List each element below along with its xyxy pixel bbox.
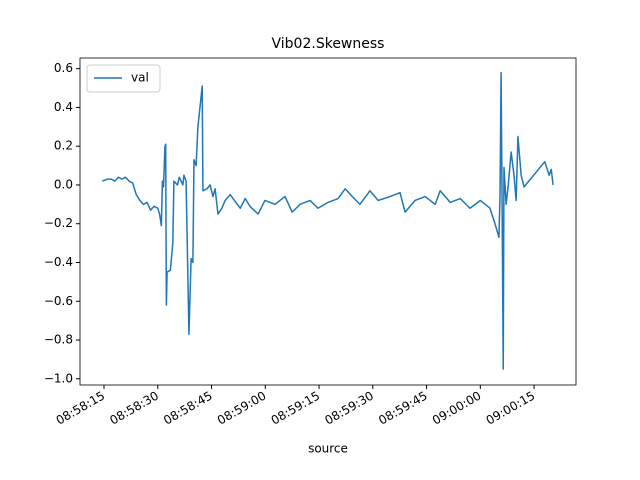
x-tick-label: 08:59:15 bbox=[269, 389, 323, 428]
x-axis-label: source bbox=[308, 442, 348, 456]
x-tick-label: 09:00:15 bbox=[484, 389, 538, 428]
chart-title: Vib02.Skewness bbox=[272, 36, 385, 52]
y-tick-label: −0.2 bbox=[44, 216, 73, 230]
y-tick-label: 0.6 bbox=[54, 61, 73, 75]
x-tick-label: 08:58:15 bbox=[54, 389, 108, 428]
legend-box bbox=[86, 64, 161, 93]
y-tick-label: 0.4 bbox=[54, 100, 73, 114]
x-tick-label: 08:58:30 bbox=[107, 389, 161, 428]
y-tick-label: 0.0 bbox=[54, 177, 73, 191]
x-tick-label: 08:59:00 bbox=[215, 389, 269, 428]
legend-label: val bbox=[131, 71, 149, 85]
y-tick-label: −0.6 bbox=[44, 294, 73, 308]
y-tick-label: 0.2 bbox=[54, 139, 73, 153]
y-tick-label: −0.8 bbox=[44, 333, 73, 347]
y-tick-label: −1.0 bbox=[44, 371, 73, 385]
x-tick-label: 08:58:45 bbox=[161, 389, 215, 428]
plot-frame bbox=[79, 57, 577, 386]
data-line bbox=[101, 71, 554, 370]
x-tick-label: 09:00:00 bbox=[430, 389, 484, 428]
x-tick-label: 08:59:45 bbox=[376, 389, 430, 428]
y-tick-label: −0.4 bbox=[44, 255, 73, 269]
x-tick-label: 08:59:30 bbox=[322, 389, 376, 428]
